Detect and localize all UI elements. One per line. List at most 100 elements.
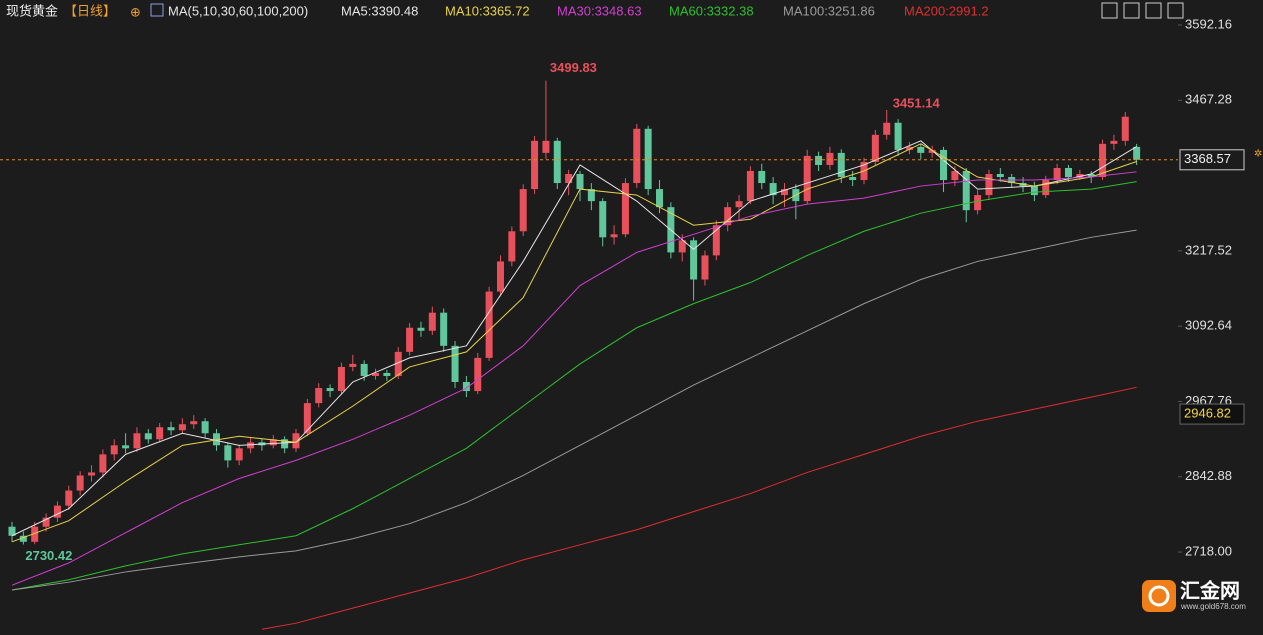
candle-body — [633, 128, 641, 184]
period[interactable]: 【日线】 — [64, 3, 116, 18]
candle-body — [587, 189, 595, 202]
candle-body — [905, 146, 913, 150]
legend-entry: MA200:2991.2 — [904, 3, 989, 18]
candle-body — [996, 174, 1004, 178]
axis-panel — [1178, 0, 1263, 635]
candle-body — [985, 174, 993, 196]
candle-body — [326, 388, 334, 392]
y-tick-label: 2718.00 — [1185, 543, 1232, 558]
legend-entry: MA100:3251.86 — [783, 3, 875, 18]
indicator[interactable]: MA(5,10,30,60,100,200) — [168, 3, 308, 18]
ma-line — [11, 143, 1137, 543]
candle-body — [451, 345, 459, 383]
candle-body — [621, 183, 629, 235]
candle-body — [485, 291, 493, 358]
candle-body — [292, 433, 300, 449]
price-annotation: 2730.42 — [25, 548, 72, 563]
candle-body — [8, 526, 16, 536]
price-annotation: 3451.14 — [893, 95, 941, 110]
candle-body — [76, 475, 84, 491]
tool-button[interactable] — [1101, 2, 1118, 19]
legend-entry: MA60:3332.38 — [669, 3, 754, 18]
tool-button[interactable] — [1123, 2, 1140, 19]
candle-body — [780, 189, 788, 196]
toolbar — [1101, 2, 1184, 19]
logo-mark — [1148, 585, 1170, 607]
candle-body — [701, 255, 709, 280]
candle-body — [281, 439, 289, 449]
candle-body — [1121, 116, 1129, 141]
candle-body — [201, 421, 209, 434]
candle-body — [928, 149, 936, 153]
candle-body — [178, 424, 186, 431]
candle-body — [917, 146, 925, 153]
watermark: 汇金网 www.gold678.com — [1142, 578, 1246, 612]
candle-body — [837, 152, 845, 178]
candle-body — [406, 327, 414, 352]
candle-body — [656, 189, 664, 208]
candle-body — [247, 442, 255, 449]
candle-body — [394, 351, 402, 376]
y-tick-label: 3217.52 — [1185, 242, 1232, 257]
candle-body — [65, 490, 73, 506]
candle-body — [383, 372, 391, 376]
candle-body — [576, 174, 584, 190]
y-tick-label: 2842.88 — [1185, 468, 1232, 483]
current-price-label: 3368.57 — [1184, 151, 1231, 166]
candle-body — [871, 134, 879, 162]
current-price-arrow: ✲ — [1254, 148, 1262, 159]
candle-body — [462, 382, 470, 392]
candle-body — [1030, 186, 1038, 196]
candle-body — [235, 448, 243, 461]
candle-body — [440, 312, 448, 346]
candle-body — [212, 433, 220, 446]
candle-body — [224, 445, 232, 461]
watermark-url: www.gold678.com — [1180, 602, 1246, 611]
candle-body — [19, 535, 27, 542]
candle-body — [53, 505, 61, 518]
candle-body — [417, 327, 425, 331]
candle-body — [531, 140, 539, 190]
candle-body — [99, 454, 107, 473]
candle-body — [110, 445, 118, 455]
candle-body — [144, 433, 152, 440]
candle-body — [894, 122, 902, 150]
candle-body — [565, 174, 573, 184]
candle-body — [690, 240, 698, 280]
candle-body — [542, 140, 550, 153]
candle-body — [156, 427, 164, 440]
candle-body — [337, 366, 345, 392]
legend-entry: MA5:3390.48 — [341, 3, 418, 18]
candle-body — [133, 433, 141, 449]
candle-body — [803, 155, 811, 202]
candle-body — [496, 261, 504, 292]
ma-line — [11, 181, 1137, 591]
candle-body — [1042, 180, 1050, 196]
candle-body — [678, 240, 686, 253]
candle-body — [31, 526, 39, 542]
legend-entry: MA30:3348.63 — [557, 3, 642, 18]
tool-button[interactable] — [1145, 2, 1162, 19]
candle-body — [849, 177, 857, 181]
candle-body — [372, 372, 380, 376]
tool-button[interactable] — [1167, 2, 1184, 19]
candle-body — [88, 472, 96, 476]
price-annotation: 3499.83 — [550, 60, 597, 75]
add-icon[interactable]: ⊕ — [130, 4, 141, 19]
watermark-name: 汇金网 — [1180, 578, 1240, 602]
candle-body — [315, 388, 323, 404]
candle-body — [758, 170, 766, 184]
legend-entry: MA10:3365.72 — [445, 3, 530, 18]
y-tick-label: 3467.28 — [1185, 92, 1232, 107]
y-tick-label: 3092.64 — [1185, 318, 1232, 333]
candle-body — [974, 195, 982, 211]
candle-body — [712, 225, 720, 256]
logo — [1142, 580, 1176, 612]
candle-body — [122, 445, 130, 449]
candle-body — [269, 439, 277, 446]
candle-body — [746, 170, 754, 202]
indicator-icon[interactable] — [150, 3, 164, 17]
candle-body — [508, 231, 516, 262]
candle-body — [349, 363, 357, 367]
candle-body — [1053, 167, 1061, 181]
